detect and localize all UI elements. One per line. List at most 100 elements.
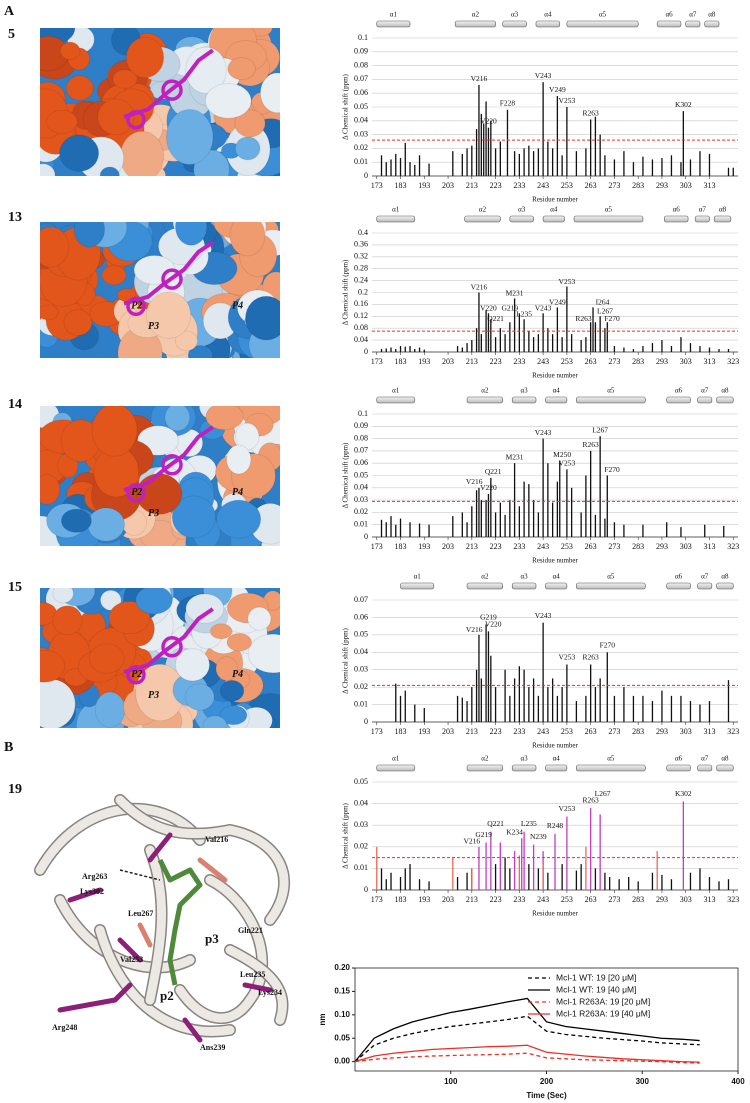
x-tick-label: 183 bbox=[395, 727, 407, 736]
series-line bbox=[354, 997, 700, 1063]
x-tick-label: 400 bbox=[731, 1077, 745, 1086]
bar bbox=[604, 155, 606, 176]
bar bbox=[532, 844, 535, 890]
x-tick-label: 243 bbox=[537, 357, 549, 366]
y-tick-label: 0.04 bbox=[354, 483, 368, 492]
protein-surface bbox=[40, 406, 280, 546]
bar bbox=[452, 516, 454, 537]
y-tick-label: 0.06 bbox=[354, 612, 368, 621]
x-tick-label: 183 bbox=[395, 181, 407, 190]
bar bbox=[551, 678, 554, 722]
bar bbox=[423, 349, 425, 352]
y-tick-label: 0.1 bbox=[358, 33, 368, 42]
x-tick-label: 173 bbox=[371, 895, 383, 904]
bar bbox=[471, 145, 473, 176]
bar bbox=[494, 337, 497, 352]
surface-blob bbox=[125, 36, 165, 79]
helix-label: α5 bbox=[599, 11, 607, 19]
bar bbox=[680, 337, 682, 352]
surface-blob bbox=[59, 41, 81, 61]
bar bbox=[594, 322, 597, 352]
bar bbox=[485, 101, 487, 176]
y-tick-label: 0 bbox=[364, 171, 368, 180]
bar bbox=[699, 868, 701, 890]
bar bbox=[537, 334, 540, 352]
bar bbox=[727, 349, 730, 352]
helix bbox=[697, 764, 713, 772]
surface-blob bbox=[165, 108, 214, 165]
y-tick-label: 0.15 bbox=[334, 987, 350, 996]
bar bbox=[613, 695, 616, 722]
residue-label: Gln221 bbox=[238, 926, 263, 935]
y-tick-label: 0.03 bbox=[354, 495, 368, 504]
helix-label: α8 bbox=[721, 387, 729, 395]
bar bbox=[528, 864, 530, 890]
x-tick-label: 173 bbox=[371, 181, 383, 190]
ribbon bbox=[175, 875, 267, 1023]
x-tick-label: 183 bbox=[395, 357, 407, 366]
y-tick-label: 0.02 bbox=[354, 682, 368, 691]
y-axis-label: Δ Chemical shift (ppm) bbox=[342, 442, 350, 508]
helix-label: α2 bbox=[481, 573, 489, 581]
bar bbox=[518, 855, 521, 890]
bar bbox=[409, 162, 411, 176]
bar bbox=[471, 868, 473, 890]
x-tick-label: 193 bbox=[418, 357, 430, 366]
helix-label: α3 bbox=[521, 387, 529, 395]
bar bbox=[599, 316, 601, 352]
bar bbox=[623, 687, 625, 722]
surface-blob bbox=[185, 46, 227, 94]
bar bbox=[478, 846, 480, 890]
series-line bbox=[354, 1044, 700, 1063]
pocket-label: P2 bbox=[131, 301, 142, 312]
helix-label: α1 bbox=[392, 206, 400, 214]
residue-annotation: R263 bbox=[575, 314, 592, 323]
ligand bbox=[123, 607, 214, 674]
helix-label: α2 bbox=[479, 206, 487, 214]
y-tick-label: 0 bbox=[364, 717, 368, 726]
bar bbox=[532, 337, 535, 352]
bar bbox=[623, 347, 625, 352]
bar bbox=[490, 477, 492, 537]
helix bbox=[464, 215, 501, 223]
helix-label: α6 bbox=[673, 206, 681, 214]
residue-annotation: M250 bbox=[553, 450, 571, 459]
residue-label: Leu267 bbox=[128, 909, 153, 918]
bar bbox=[409, 864, 411, 890]
bar bbox=[399, 877, 402, 890]
legend-label: Mcl-1 R263A: 19 [20 μM] bbox=[556, 996, 650, 1006]
ribbon bbox=[35, 804, 205, 875]
bar bbox=[485, 624, 487, 722]
residue-label: Ans239 bbox=[200, 1043, 225, 1052]
surface-blob bbox=[234, 109, 266, 138]
bar bbox=[480, 500, 482, 537]
x-tick-label: 193 bbox=[418, 727, 430, 736]
surface-blob bbox=[209, 623, 233, 640]
y-tick-label: 0.16 bbox=[354, 299, 368, 308]
x-tick-label: 100 bbox=[444, 1077, 458, 1086]
helix-label: α1 bbox=[390, 11, 398, 19]
pocket-label: P3 bbox=[148, 690, 159, 701]
bar bbox=[723, 525, 725, 537]
y-tick-label: 0.05 bbox=[354, 102, 368, 111]
ligand-ring bbox=[161, 454, 183, 476]
bar bbox=[585, 148, 587, 176]
surface-blob bbox=[204, 82, 252, 119]
bar bbox=[718, 349, 720, 352]
bar bbox=[699, 346, 701, 352]
side-chain bbox=[147, 832, 173, 863]
bar bbox=[623, 151, 625, 176]
bar bbox=[704, 524, 706, 537]
bar bbox=[708, 153, 711, 176]
surface-blob bbox=[65, 75, 94, 101]
x-tick-label: 203 bbox=[442, 727, 454, 736]
bar bbox=[642, 695, 644, 722]
helix bbox=[466, 582, 504, 590]
helix-label: α3 bbox=[518, 206, 526, 214]
ligand bbox=[123, 48, 214, 119]
helix bbox=[509, 215, 534, 223]
x-tick-label: 193 bbox=[418, 181, 430, 190]
bar bbox=[404, 142, 406, 176]
y-axis-label: Δ Chemical shift (ppm) bbox=[342, 627, 350, 693]
ligand bbox=[123, 240, 214, 306]
